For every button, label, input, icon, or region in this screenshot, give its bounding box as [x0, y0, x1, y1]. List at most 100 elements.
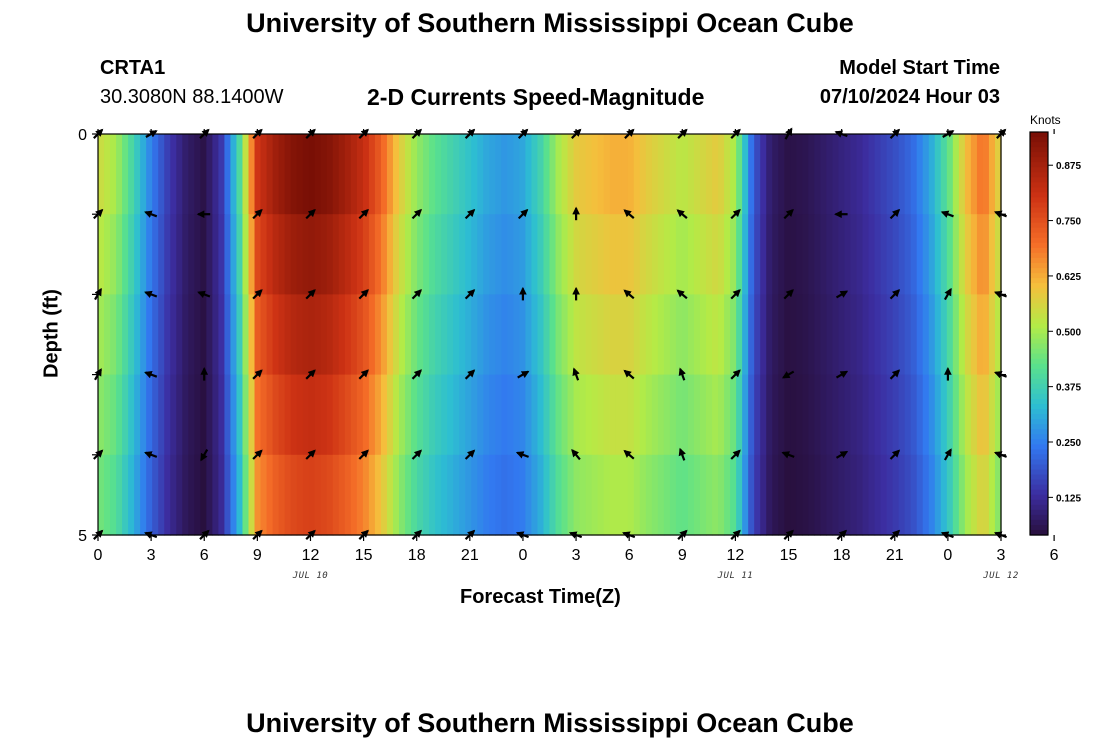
heatmap-cell [477, 454, 484, 536]
heatmap-cell [435, 374, 442, 456]
heatmap-cell [477, 134, 484, 215]
heatmap-cell [627, 214, 635, 295]
heatmap-cell [609, 134, 617, 215]
heatmap-cell [531, 214, 539, 295]
heatmap-cell [766, 374, 773, 456]
heatmap-cell [278, 214, 286, 295]
heatmap-cell [922, 134, 930, 215]
heatmap-cell [128, 374, 135, 456]
heatmap-cell [964, 294, 972, 376]
heatmap-cell [134, 294, 141, 376]
plot-frame [97, 133, 1002, 536]
heatmap-cell [302, 294, 310, 376]
heatmap-cell [98, 374, 105, 456]
heatmap-cell [910, 294, 918, 376]
heatmap-cell [778, 294, 785, 376]
colorbar-segment [1030, 368, 1048, 375]
heatmap-cell [748, 454, 755, 536]
heatmap-cell [862, 294, 870, 376]
heatmap-cell [392, 294, 400, 376]
heatmap-cell [507, 294, 514, 376]
heatmap-cell [362, 454, 370, 536]
heatmap-cell [880, 214, 888, 295]
heatmap-cell [820, 134, 828, 215]
heatmap-cell [615, 454, 623, 536]
heatmap-cell [639, 294, 647, 376]
colorbar-segment [1030, 504, 1048, 511]
heatmap-cell [296, 374, 304, 456]
heatmap-cell [459, 454, 466, 536]
heatmap-cell [555, 214, 563, 295]
colorbar-segment [1030, 424, 1048, 430]
heatmap-cell [423, 374, 430, 456]
heatmap-cell [260, 454, 268, 536]
heatmap-cell [724, 454, 731, 536]
heatmap-cell [838, 214, 846, 295]
heatmap-cell [134, 454, 141, 536]
colorbar-segment [1030, 529, 1048, 536]
heatmap-cell [386, 374, 394, 456]
heatmap-cell [399, 134, 406, 215]
heatmap-cell [206, 214, 213, 295]
heatmap-cell [663, 134, 671, 215]
heatmap-cell [194, 374, 201, 456]
heatmap-cell [940, 214, 948, 295]
heatmap-cell [730, 294, 737, 376]
heatmap-cell [356, 214, 364, 295]
x-tick-label: 18 [408, 547, 426, 564]
heatmap-cell [224, 454, 232, 536]
heatmap-cell [693, 294, 701, 376]
heatmap-cell [916, 134, 924, 215]
current-vector-arrow [358, 289, 369, 300]
heatmap-cell [675, 214, 683, 295]
current-vector-arrow [358, 369, 369, 380]
heatmap-cell [332, 454, 340, 536]
heatmap-cell [922, 454, 930, 536]
heatmap-cell [742, 454, 749, 536]
current-vector-arrow [464, 369, 476, 380]
heatmap-cell [706, 454, 713, 536]
model-start-label: Model Start Time [839, 57, 1000, 79]
colorbar-segment [1030, 459, 1048, 466]
heatmap-cell [826, 374, 834, 456]
heatmap-cell [453, 374, 460, 456]
heatmap-cell [718, 454, 725, 536]
heatmap-cell [429, 374, 436, 456]
heatmap-cell [645, 294, 653, 376]
current-vector-arrow [623, 209, 635, 219]
heatmap-cell [537, 214, 545, 295]
heatmap-cell [447, 374, 454, 456]
colorbar-segment [1030, 273, 1048, 279]
heatmap-cell [838, 374, 846, 456]
heatmap-cell [465, 454, 472, 536]
heatmap-cell [808, 374, 815, 456]
heatmap-cell [435, 134, 442, 215]
heatmap-cell [429, 294, 436, 376]
current-vector-arrow [144, 371, 158, 379]
heatmap-cell [838, 294, 846, 376]
heatmap-cell [940, 454, 948, 536]
heatmap-cell [621, 294, 629, 376]
current-vector-arrow [252, 449, 263, 460]
heatmap-cell [988, 134, 996, 215]
heatmap-cell [790, 294, 797, 376]
heatmap-cell [411, 454, 418, 536]
colorbar-segment [1030, 404, 1048, 410]
heatmap-cell [952, 454, 960, 536]
heatmap-cell [386, 134, 394, 215]
heatmap-cell [374, 214, 382, 295]
heatmap-cell [260, 294, 268, 376]
heatmap-cell [892, 134, 900, 215]
heatmap-cell [242, 294, 250, 376]
heatmap-cell [573, 134, 581, 215]
heatmap-cell [314, 134, 322, 215]
heatmap-cell [730, 214, 737, 295]
heatmap-cell [687, 294, 695, 376]
colorbar-segment [1030, 167, 1048, 173]
heatmap-cell [820, 454, 828, 536]
heatmap-cell [663, 214, 671, 295]
heatmap-cell [495, 134, 502, 215]
heatmap-cell [681, 454, 689, 536]
heatmap-cell [176, 214, 183, 295]
heatmap-cell [284, 214, 292, 295]
